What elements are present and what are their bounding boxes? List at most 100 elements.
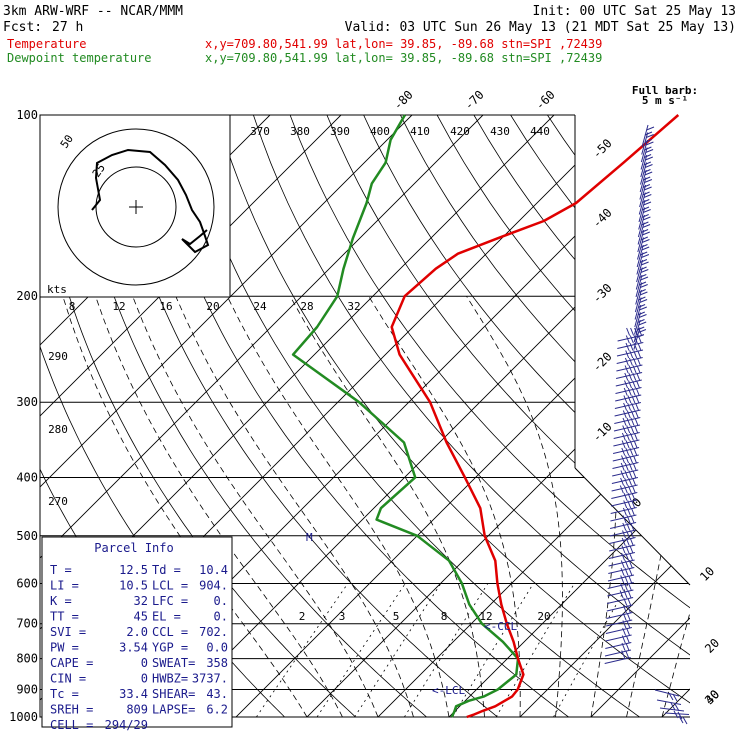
parcel-value2-3: 0.	[214, 610, 228, 624]
parcel-value-1: 10.5	[119, 579, 148, 593]
speed-axis-label-24: 24	[253, 300, 267, 313]
wind-barb	[640, 139, 654, 163]
parcel-value2-5: 0.0	[206, 641, 228, 655]
hodo-ring-50: 50	[58, 132, 76, 150]
wind-barb	[611, 477, 638, 492]
wind-barb	[635, 267, 649, 290]
wind-barb	[613, 417, 641, 432]
parcel-value-0: 12.5	[119, 563, 148, 577]
parcel-key-3: TT =	[50, 610, 79, 624]
wind-barb	[638, 192, 652, 215]
parcel-key2-3: EL =	[152, 610, 181, 624]
wind-barb	[637, 222, 651, 245]
m-marker: M	[306, 531, 313, 544]
wind-barb	[606, 590, 634, 604]
parcel-value-5: 3.54	[119, 641, 148, 655]
wind-barb	[612, 447, 639, 462]
hodo-units: kts	[47, 283, 67, 296]
pressure-label-200: 200	[16, 289, 38, 303]
wind-barb	[607, 575, 634, 589]
wind-barb	[604, 642, 632, 657]
wind-barb	[614, 410, 641, 424]
temperature-line	[390, 114, 680, 719]
parcel-key-10: CELL =	[50, 718, 93, 732]
wind-barb	[610, 492, 638, 507]
wind-barb	[613, 425, 640, 439]
wind-barb	[636, 252, 650, 275]
dewpoint-line	[291, 114, 520, 718]
theta-label-390: 390	[330, 125, 350, 138]
speed-axis-label-16: 16	[159, 300, 172, 313]
wind-barb	[654, 689, 680, 702]
parcel-value2-4: 702.	[199, 625, 228, 639]
wind-barb	[635, 282, 648, 305]
parcel-key2-8: SHEAR=	[152, 687, 195, 701]
parcel-key2-6: SWEAT=	[152, 656, 195, 670]
mixing-ratio-label-3: 3	[339, 610, 346, 623]
parcel-value2-6: 358	[206, 656, 228, 670]
parcel-value2-8: 43.	[206, 687, 228, 701]
theta-label-290: 290	[48, 350, 68, 363]
wind-barb	[612, 455, 639, 469]
parcel-value-6: 0	[141, 656, 148, 670]
parcel-key2-0: Td =	[152, 563, 181, 577]
wind-barb	[659, 707, 685, 720]
pressure-label-600: 600	[16, 576, 38, 590]
init-time: Init: 00 UTC Sat 25 May 13	[533, 4, 737, 19]
legend-temperature: Temperature	[7, 37, 86, 51]
wind-barb	[606, 605, 633, 619]
ccl-marker: <-CCL	[484, 620, 517, 633]
hodograph-trace	[91, 148, 210, 254]
parcel-key2-7: HWBZ=	[152, 672, 188, 686]
wind-barb	[612, 440, 640, 454]
wind-barb	[641, 132, 654, 155]
wind-barb	[639, 184, 652, 208]
wind-barb	[637, 229, 650, 253]
parcel-value-3: 45	[134, 610, 148, 624]
wind-barb	[615, 372, 642, 387]
wind-barb	[609, 537, 636, 552]
wind-barb	[611, 485, 638, 499]
parcel-key2-4: CCL =	[152, 625, 188, 639]
pressure-label-300: 300	[16, 395, 38, 409]
mixing-ratio-label-5: 5	[393, 610, 400, 623]
parcel-key-2: K =	[50, 594, 72, 608]
theta-label-430: 430	[490, 125, 510, 138]
theta-label-410: 410	[410, 125, 430, 138]
parcel-key2-2: LFC =	[152, 594, 188, 608]
legend-temperature-info: x,y=709.80,541.99 lat,lon= 39.85, -89.68…	[205, 37, 602, 51]
wind-barb	[612, 462, 639, 477]
legend-dewpoint: Dewpoint temperature	[7, 51, 152, 65]
wind-barb	[639, 169, 653, 193]
parcel-value-7: 0	[141, 672, 148, 686]
wind-barb	[615, 380, 642, 394]
parcel-value-2: 32	[134, 594, 148, 608]
parcel-info-box: Parcel Info T = 12.5 Td = 10.4 LI = 10.5 LCL =…	[41, 536, 233, 732]
parcel-value2-9: 6.2	[206, 703, 228, 717]
hodo-ring-25: 25	[90, 161, 108, 179]
profiles	[291, 114, 680, 719]
parcel-value-8: 33.4	[119, 687, 148, 701]
parcel-key2-9: LAPSE=	[152, 703, 195, 717]
speed-axis-label-20: 20	[206, 300, 219, 313]
wind-barb	[610, 507, 637, 522]
wind-barb	[616, 357, 643, 372]
wind-barb	[635, 274, 649, 298]
wind-barb	[615, 387, 642, 402]
wind-barb	[613, 432, 640, 447]
mixing-ratio-label-2: 2	[299, 610, 306, 623]
full-barb-label: Full barb:	[632, 84, 698, 97]
wind-barb	[636, 244, 650, 268]
wind-barb	[616, 350, 643, 364]
wind-barb	[617, 327, 644, 342]
parcel-value-9: 809	[126, 703, 148, 717]
wind-barb	[606, 597, 633, 612]
theta-label-380: 380	[290, 125, 310, 138]
parcel-value2-1: 904.	[199, 579, 228, 593]
wind-barb	[617, 335, 644, 349]
theta-label-440: 440	[530, 125, 550, 138]
wind-barb	[608, 552, 635, 567]
wind-barb	[640, 154, 653, 178]
wind-barb	[605, 627, 632, 642]
